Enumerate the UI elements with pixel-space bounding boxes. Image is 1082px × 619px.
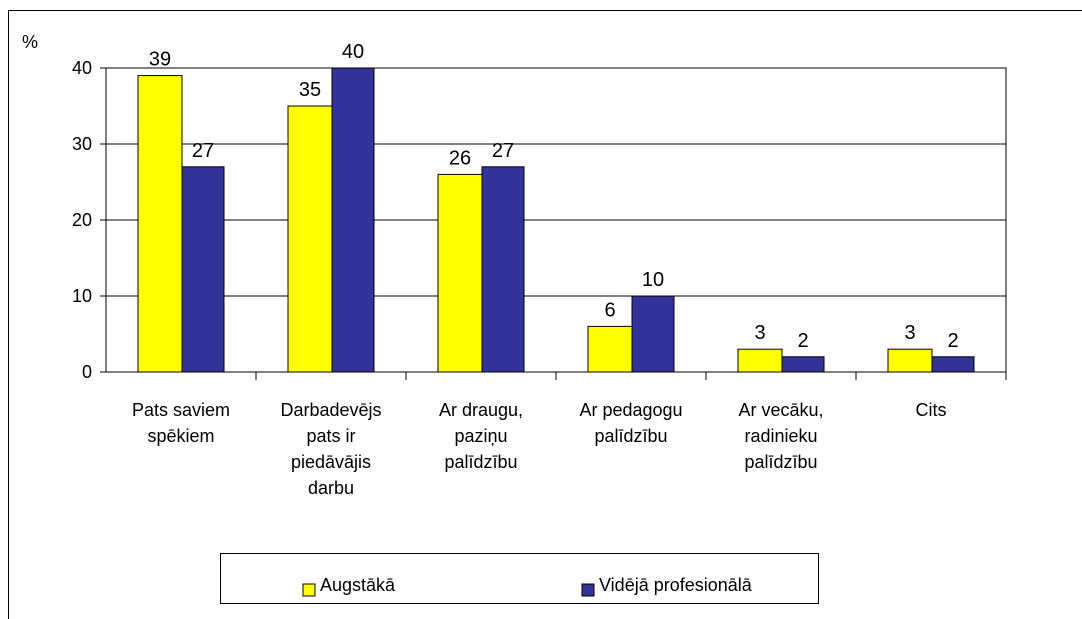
- data-label: 40: [342, 41, 364, 63]
- x-tick-label: Pats saviem spēkiem: [132, 400, 230, 446]
- x-tick-label: Ar pedagogu palīdzību: [579, 400, 682, 446]
- bar: [887, 348, 933, 373]
- data-label: 3: [904, 322, 915, 344]
- legend-label: Vidējā profesionālā: [599, 575, 753, 595]
- data-label: 6: [604, 299, 615, 321]
- data-label: 39: [149, 49, 171, 71]
- bar: [587, 325, 633, 373]
- data-label: 27: [492, 140, 514, 162]
- bar: [931, 356, 975, 373]
- y-tick-label: 20: [72, 210, 92, 230]
- bar: [181, 166, 225, 373]
- y-tick-label: 30: [72, 134, 92, 154]
- bar: [481, 166, 525, 373]
- x-tick-label: Ar vecāku, radinieku palīdzību: [738, 400, 823, 472]
- data-label: 2: [797, 330, 808, 352]
- y-axis-label: %: [22, 32, 38, 52]
- y-tick-label: 40: [72, 58, 92, 78]
- y-tick-label: 10: [72, 286, 92, 306]
- bar: [781, 356, 825, 373]
- x-tick-label: Ar draugu, paziņu palīdzību: [439, 400, 523, 472]
- legend-swatch: [302, 583, 316, 597]
- legend-label: Augstākā: [320, 575, 396, 595]
- data-label: 27: [192, 140, 214, 162]
- bar: [137, 75, 183, 373]
- data-label: 2: [947, 330, 958, 352]
- x-tick-label: Cits: [916, 400, 947, 420]
- chart-frame: [8, 10, 1082, 619]
- bar: [631, 295, 675, 373]
- y-tick-label: 0: [82, 362, 92, 382]
- data-label: 3: [754, 322, 765, 344]
- data-label: 10: [642, 269, 664, 291]
- x-tick-label: Darbadevējs pats ir piedāvājis darbu: [280, 400, 381, 498]
- bar: [287, 105, 333, 373]
- bar: [331, 67, 375, 373]
- legend-box: [220, 553, 819, 604]
- bar: [737, 348, 783, 373]
- data-label: 35: [299, 79, 321, 101]
- data-label: 26: [449, 147, 471, 169]
- legend-swatch: [581, 583, 595, 597]
- bar: [437, 173, 483, 373]
